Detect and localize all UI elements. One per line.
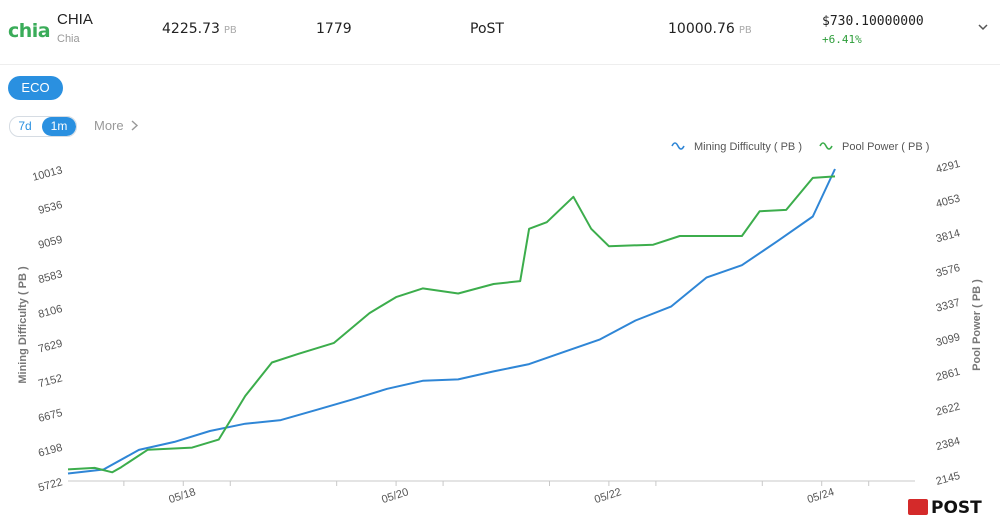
legend-label: Pool Power ( PB ) <box>842 141 929 153</box>
difficulty-unit: PB <box>223 25 237 36</box>
netspace-unit: PB <box>738 25 752 36</box>
post-logo-icon <box>908 499 928 515</box>
y-right-tick-label: 2384 <box>935 435 962 453</box>
y-right-tick-label: 4053 <box>935 193 962 211</box>
more-button[interactable]: More <box>94 118 139 133</box>
y-left-tick-label: 5722 <box>37 476 64 494</box>
y-right-tick-label: 2861 <box>935 366 962 384</box>
coin-price: $730.10000000 <box>822 14 924 29</box>
legend-item[interactable]: Mining Difficulty ( PB ) <box>671 141 802 153</box>
y-left-tick-label: 9536 <box>37 199 64 217</box>
coin-subtitle: Chia <box>57 33 80 45</box>
watermark-label: POST <box>931 498 982 518</box>
y-left-tick-label: 6198 <box>37 442 64 460</box>
price-change: +6.41% <box>822 33 862 46</box>
x-tick-label: 05/18 <box>167 486 197 506</box>
x-tick-label: 05/24 <box>806 486 836 506</box>
coin-name: CHIA <box>57 11 93 28</box>
difficulty-series-line <box>67 168 836 475</box>
y-right-tick-label: 4291 <box>935 158 962 176</box>
pool-power-series-line <box>67 175 836 474</box>
chevron-down-icon[interactable] <box>976 20 990 34</box>
y-right-tick-label: 3814 <box>935 227 962 245</box>
y-right-tick-label: 3337 <box>935 297 962 315</box>
range-selector: 7d 1m <box>9 116 77 137</box>
legend-item[interactable]: Pool Power ( PB ) <box>819 141 929 153</box>
difficulty-stat: 4225.73 PB <box>162 21 237 37</box>
legend-label: Mining Difficulty ( PB ) <box>694 141 802 153</box>
range-1m-button[interactable]: 1m <box>42 117 76 136</box>
coin-header[interactable]: chia CHIA Chia 4225.73 PB 1779 PoST 10000… <box>0 0 1000 65</box>
legend-line-icon <box>819 142 833 150</box>
x-tick-label: 05/20 <box>380 486 410 506</box>
y-right-tick-label: 2622 <box>935 401 962 419</box>
y-right-axis-title: Pool Power ( PB ) <box>971 279 983 371</box>
chia-logo: chia <box>8 20 51 42</box>
y-right-tick-label: 2145 <box>935 470 962 488</box>
y-left-tick-label: 8583 <box>37 268 64 286</box>
chart-area: 05/18 05/20 05/22 05/24 5722 6198 6675 7152 7629… <box>17 141 983 506</box>
y-left-tick-label: 7629 <box>37 338 64 356</box>
consensus-type: PoST <box>470 21 504 37</box>
more-label: More <box>94 118 124 133</box>
y-left-tick-label: 8106 <box>37 303 64 321</box>
y-left-tick-label: 7152 <box>37 372 64 390</box>
x-tick-label: 05/22 <box>593 486 623 506</box>
y-right-tick-label: 3576 <box>935 262 962 280</box>
eco-tab[interactable]: ECO <box>8 76 63 100</box>
post-watermark: POST <box>908 498 982 518</box>
legend-line-icon <box>671 142 685 150</box>
y-left-axis-title: Mining Difficulty ( PB ) <box>17 266 29 384</box>
y-right-tick-label: 3099 <box>935 331 962 349</box>
netspace-value: 10000.76 <box>668 21 735 37</box>
y-left-tick-label: 6675 <box>37 407 64 425</box>
y-left-tick-label: 9059 <box>37 234 64 252</box>
netspace-stat: 10000.76 PB <box>668 21 752 37</box>
block-height: 1779 <box>316 21 352 37</box>
chevron-right-icon <box>131 120 139 131</box>
difficulty-value: 4225.73 <box>162 21 220 37</box>
range-7d-button[interactable]: 7d <box>18 119 32 133</box>
y-left-tick-label: 10013 <box>31 164 64 184</box>
